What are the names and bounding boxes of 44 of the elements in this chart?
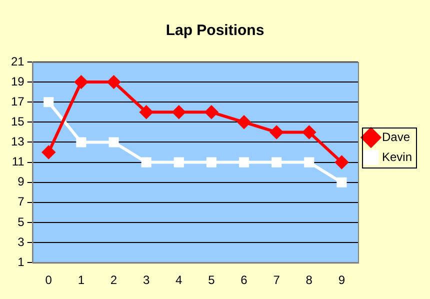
point	[302, 126, 316, 139]
y-tick-label: 19	[10, 74, 25, 88]
point	[336, 177, 347, 188]
point	[74, 76, 88, 89]
y-tick-label: 13	[10, 134, 25, 149]
point	[206, 157, 216, 168]
y-tick-label: 1	[18, 254, 25, 269]
y-tick-label: 15	[10, 114, 25, 128]
x-tick-label: 4	[176, 273, 183, 288]
y-tick-label: 11	[12, 154, 25, 169]
point	[42, 146, 56, 159]
point	[238, 157, 250, 168]
x-tick-label: 6	[240, 273, 248, 288]
y-tick-label: 21	[10, 54, 25, 68]
x-tick-label: 1	[78, 273, 85, 288]
point	[76, 137, 86, 148]
y-tick-label: 17	[10, 94, 25, 108]
y-tick-label: 5	[18, 214, 25, 229]
legend-label: Dave	[382, 130, 410, 144]
chart-title: Lap Positions	[166, 22, 264, 40]
x-tick-label: 5	[208, 273, 216, 288]
x-tick-label: 2	[110, 273, 118, 288]
x-tick-label: 0	[45, 273, 52, 288]
point	[44, 97, 54, 108]
point	[141, 157, 152, 168]
point	[204, 106, 218, 119]
point	[238, 116, 251, 129]
y-tick-label: 3	[18, 234, 25, 249]
x-tick-label: 8	[306, 273, 313, 288]
point	[272, 157, 282, 168]
x-tick-label: 7	[273, 273, 280, 288]
point	[335, 156, 348, 169]
point	[107, 76, 120, 89]
legend-label: Kevin	[382, 150, 412, 164]
point	[140, 106, 153, 119]
point	[108, 137, 119, 148]
point	[174, 157, 184, 168]
point	[270, 126, 284, 139]
point	[172, 106, 186, 119]
x-tick-label: 9	[338, 273, 346, 288]
y-tick-label: 9	[18, 174, 25, 189]
point	[304, 157, 314, 168]
x-tick-label: 3	[142, 273, 150, 288]
y-tick-label: 7	[18, 194, 25, 209]
